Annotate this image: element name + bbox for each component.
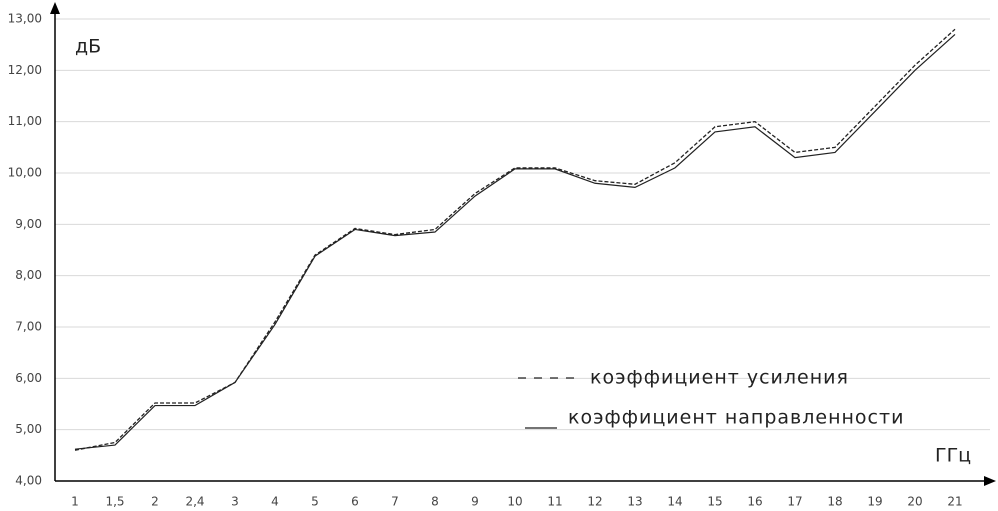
x-tick-label: 15 [707, 495, 722, 509]
x-tick-label: 2 [151, 495, 159, 509]
y-tick-label: 13,00 [8, 12, 42, 26]
x-tick-label: 18 [827, 495, 842, 509]
legend-label: коэффициент направленности [568, 407, 904, 429]
y-tick-label: 7,00 [15, 320, 42, 334]
x-tick-label: 19 [867, 495, 882, 509]
y-tick-label: 11,00 [8, 114, 42, 128]
y-axis-arrow [50, 2, 60, 14]
x-axis-arrow [984, 476, 996, 486]
x-tick-label: 5 [311, 495, 319, 509]
x-tick-label: 3 [231, 495, 239, 509]
x-tick-label: 21 [947, 495, 962, 509]
x-tick-label: 1,5 [105, 495, 124, 509]
x-tick-label: 12 [587, 495, 602, 509]
y-tick-label: 4,00 [15, 474, 42, 488]
x-tick-label: 10 [507, 495, 522, 509]
y-axis-label: дБ [75, 36, 101, 58]
x-tick-label: 17 [787, 495, 802, 509]
line-series [74, 28, 956, 451]
line-series [74, 33, 956, 450]
x-tick-label: 16 [747, 495, 762, 509]
x-axis-label: ГГц [935, 445, 971, 467]
x-tick-label: 1 [71, 495, 79, 509]
x-tick-label: 11 [547, 495, 562, 509]
x-tick-label: 14 [667, 495, 682, 509]
y-tick-label: 5,00 [15, 422, 42, 436]
y-tick-label: 10,00 [8, 166, 42, 180]
y-tick-label: 12,00 [8, 63, 42, 77]
y-tick-label: 9,00 [15, 217, 42, 231]
y-tick-label: 6,00 [15, 371, 42, 385]
x-tick-label: 13 [627, 495, 642, 509]
x-tick-label: 6 [351, 495, 359, 509]
x-tick-label: 20 [907, 495, 922, 509]
x-tick-label: 2,4 [185, 495, 204, 509]
x-tick-label: 8 [431, 495, 439, 509]
legend-label: коэффициент усиления [590, 367, 849, 389]
x-tick-label: 4 [271, 495, 279, 509]
y-tick-label: 8,00 [15, 268, 42, 282]
x-tick-label: 9 [471, 495, 479, 509]
x-tick-label: 7 [391, 495, 399, 509]
